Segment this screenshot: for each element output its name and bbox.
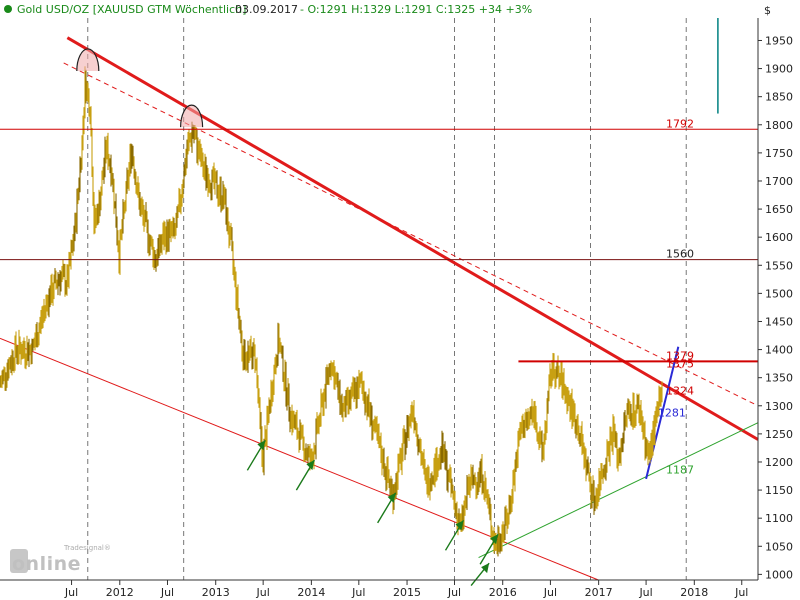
level-1379-label: 1379 xyxy=(666,349,694,362)
y-tick-label: 1300 xyxy=(765,400,793,413)
x-tick-label: Jul xyxy=(638,586,652,599)
price-layer xyxy=(0,66,663,557)
level-1560-label: 1560 xyxy=(666,248,694,261)
level-1324-label: 1324 xyxy=(666,384,694,397)
y-tick-label: 1200 xyxy=(765,456,793,469)
support-arrow-head-icon xyxy=(257,440,266,451)
y-tick-label: 1100 xyxy=(765,512,793,525)
watermark-brand: Tradesignal® xyxy=(63,544,111,552)
x-tick-label: 2018 xyxy=(680,586,708,599)
tradesignal-watermark: Tradesignal® online xyxy=(10,544,111,575)
y-tick-label: 1700 xyxy=(765,175,793,188)
watermark-logo: online xyxy=(12,553,81,575)
y-tick-label: 1350 xyxy=(765,372,793,385)
support-arrow-head-icon xyxy=(306,460,315,471)
peak-highlight-ellipse xyxy=(76,48,100,71)
x-tick-label: Jul xyxy=(160,586,174,599)
y-tick-label: 1150 xyxy=(765,484,793,497)
support-green-line xyxy=(478,422,759,558)
x-axis: Jul 2012 Jul 2013 Jul 2014 Jul 2015 Jul 2016 Jul 20… xyxy=(64,580,748,599)
downtrend-main-line xyxy=(66,36,759,441)
y-tick-label: 1250 xyxy=(765,428,793,441)
header-date: 03.09.2017 xyxy=(235,3,298,16)
y-tick-label: 1750 xyxy=(765,147,793,160)
chart-header: Gold USD/OZ [XAUUSD GTM Wöchentlich] 03.… xyxy=(4,3,771,17)
support-arrow-head-icon xyxy=(481,563,490,574)
currency-label: $ xyxy=(764,4,771,17)
annotation-layer xyxy=(76,18,719,587)
y-tick-label: 1900 xyxy=(765,63,793,76)
x-tick-label: Jul xyxy=(734,586,748,599)
y-tick-label: 1450 xyxy=(765,315,793,328)
x-tick-label: 2014 xyxy=(297,586,325,599)
y-tick-label: 1600 xyxy=(765,231,793,244)
support-arrow-head-icon xyxy=(387,492,396,503)
instrument-dot-icon xyxy=(4,5,12,13)
peak-highlight-ellipse xyxy=(179,104,204,128)
x-tick-label: Jul xyxy=(447,586,461,599)
x-tick-label: Jul xyxy=(543,586,557,599)
y-tick-label: 1000 xyxy=(765,568,793,581)
header-ohlc: - O:1291 H:1329 L:1291 C:1325 +34 +3% xyxy=(300,3,532,16)
y-tick-label: 1550 xyxy=(765,259,793,272)
y-tick-label: 1400 xyxy=(765,344,793,357)
x-tick-label: Jul xyxy=(64,586,78,599)
y-axis: 1000 1050 1100 1150 1200 1250 1300 1350 1400 1450… xyxy=(758,34,793,581)
x-tick-label: 2012 xyxy=(106,586,134,599)
level-1792-label: 1792 xyxy=(666,117,694,130)
support-arrow-head-icon xyxy=(455,520,464,531)
y-tick-label: 1850 xyxy=(765,91,793,104)
x-tick-label: 2013 xyxy=(202,586,230,599)
x-tick-label: 2015 xyxy=(393,586,421,599)
support-arrow-head-icon xyxy=(490,534,499,545)
level-1281-label: 1281 xyxy=(658,406,686,419)
watermark-block xyxy=(10,549,28,573)
y-tick-label: 1800 xyxy=(765,119,793,132)
x-tick-label: 2017 xyxy=(585,586,613,599)
x-tick-label: 2016 xyxy=(489,586,517,599)
instrument-name[interactable]: Gold USD/OZ [XAUUSD GTM Wöchentlich] xyxy=(17,3,246,16)
y-tick-label: 1950 xyxy=(765,34,793,47)
y-tick-label: 1650 xyxy=(765,203,793,216)
y-tick-label: 1500 xyxy=(765,287,793,300)
downtrend-dashed-line xyxy=(63,62,759,407)
level-1187-label: 1187 xyxy=(666,463,694,476)
x-tick-label: Jul xyxy=(256,586,270,599)
y-tick-label: 1050 xyxy=(765,540,793,553)
x-tick-label: Jul xyxy=(351,586,365,599)
level-1375-label: 1375 xyxy=(666,358,694,371)
